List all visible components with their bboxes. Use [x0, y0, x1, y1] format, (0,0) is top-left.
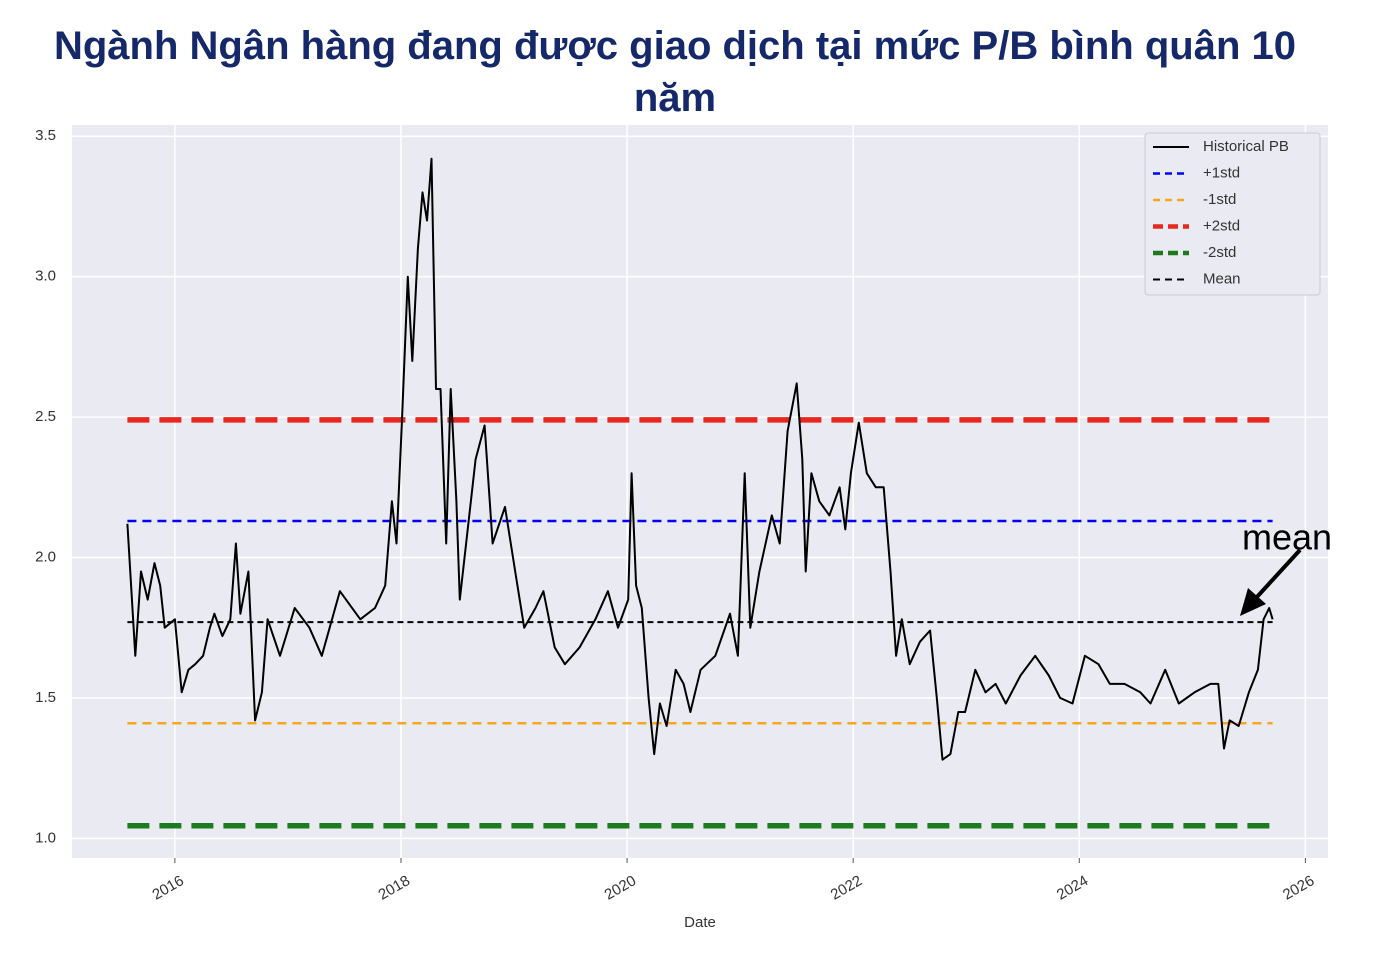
legend-label: Mean	[1203, 270, 1241, 287]
y-tick-label: 1.0	[35, 829, 56, 846]
legend-label: -1std	[1203, 191, 1236, 208]
x-axis-label: Date	[684, 914, 716, 931]
annotation: mean	[1242, 517, 1332, 558]
legend-label: Historical PB	[1203, 138, 1289, 155]
plot-area	[72, 125, 1328, 858]
legend-label: -2std	[1203, 244, 1236, 261]
annotation-arrowhead	[1240, 588, 1266, 616]
y-tick-label: 3.0	[35, 268, 56, 285]
x-tick-label: 2016	[149, 872, 186, 903]
x-tick-label: 2020	[602, 872, 639, 903]
y-tick-label: 1.5	[35, 689, 56, 706]
x-tick-label: 2026	[1280, 872, 1317, 903]
legend: Historical PB +1std -1std +2std -2std Mean	[1144, 132, 1321, 296]
x-tick-label: 2022	[828, 872, 865, 903]
y-tick-label: 2.0	[35, 548, 56, 565]
legend-label: +1std	[1203, 164, 1240, 181]
series-line	[126, 157, 1274, 761]
lines	[126, 157, 1274, 829]
annotation-arrow	[1254, 548, 1302, 600]
x-tick-label: 2024	[1054, 872, 1091, 903]
chart-title: Ngành Ngân hàng đang được giao dịch tại …	[53, 24, 1296, 120]
x-tick-label: 2018	[376, 872, 413, 903]
y-tick-label: 2.5	[35, 408, 56, 425]
legend-label: +2std	[1203, 217, 1240, 234]
y-tick-label: 3.5	[35, 127, 56, 144]
